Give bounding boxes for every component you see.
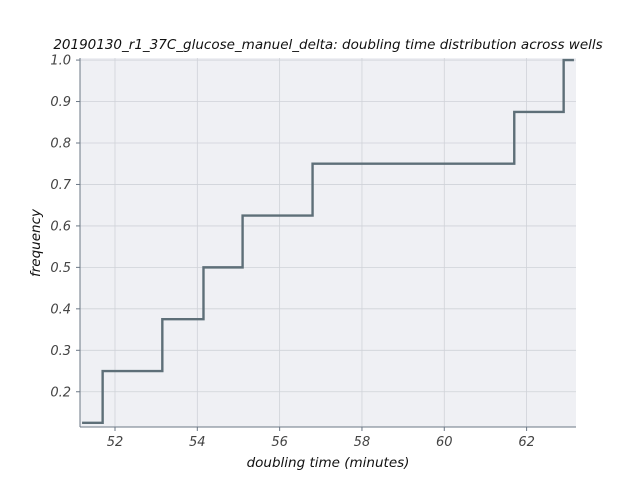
y-tick-label: 0.7 [50,178,71,193]
x-tick-label: 56 [271,435,288,450]
x-ticks: 52 54 56 58 60 62 [107,427,535,450]
y-tick-label: 0.3 [50,344,71,359]
y-tick-label: 0.6 [50,219,71,234]
y-tick-label: 0.4 [50,302,71,317]
ecdf-step-line [82,58,574,425]
chart-title: 20190130_r1_37C_glucose_manuel_delta: do… [53,37,602,53]
x-tick-label: 62 [518,435,535,450]
x-tick-label: 54 [189,435,206,450]
y-ticks: 0.2 0.3 0.4 0.5 0.6 0.7 0.8 0.9 1.0 [50,54,80,400]
series-layer [82,58,574,425]
y-tick-label: 0.8 [50,136,71,151]
x-axis-label: doubling time (minutes) [247,455,410,471]
y-axis-label: frequency [28,208,44,277]
x-tick-label: 58 [354,435,371,450]
x-tick-label: 52 [107,435,124,450]
axes-spines [79,58,576,428]
y-tick-label: 0.9 [50,95,71,110]
y-tick-label: 0.2 [50,385,71,400]
y-tick-label: 0.5 [50,261,71,276]
x-tick-label: 60 [436,435,453,450]
y-tick-label: 1.0 [50,54,71,69]
